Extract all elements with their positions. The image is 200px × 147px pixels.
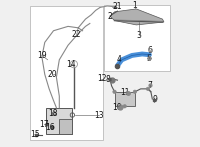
Polygon shape	[110, 9, 164, 25]
Text: 13: 13	[94, 111, 103, 120]
Text: 18: 18	[48, 109, 58, 118]
Circle shape	[146, 87, 150, 91]
Text: 9: 9	[152, 95, 157, 104]
Text: 22: 22	[72, 30, 81, 39]
Text: 5: 5	[146, 54, 151, 63]
Circle shape	[113, 90, 116, 93]
Bar	[46, 108, 72, 134]
Text: 3: 3	[137, 31, 142, 40]
Text: 17: 17	[39, 120, 49, 129]
Text: 20: 20	[48, 70, 58, 79]
Text: 7: 7	[148, 81, 153, 90]
Text: 2: 2	[107, 12, 112, 21]
Text: 10: 10	[113, 103, 122, 112]
Text: 12: 12	[97, 74, 106, 83]
Text: 11: 11	[120, 88, 129, 97]
Text: 15: 15	[30, 130, 39, 139]
Text: 21: 21	[113, 2, 122, 11]
Bar	[104, 5, 170, 71]
Circle shape	[123, 105, 126, 108]
Text: 8: 8	[106, 75, 110, 84]
Text: 6: 6	[148, 46, 153, 55]
Text: 4: 4	[116, 55, 121, 64]
Text: 19: 19	[37, 51, 47, 60]
Text: 1: 1	[133, 1, 137, 10]
Bar	[115, 92, 135, 106]
Text: 14: 14	[66, 60, 76, 69]
Bar	[59, 119, 72, 134]
Text: 16: 16	[45, 123, 55, 132]
Circle shape	[133, 90, 137, 93]
Bar	[30, 6, 103, 140]
